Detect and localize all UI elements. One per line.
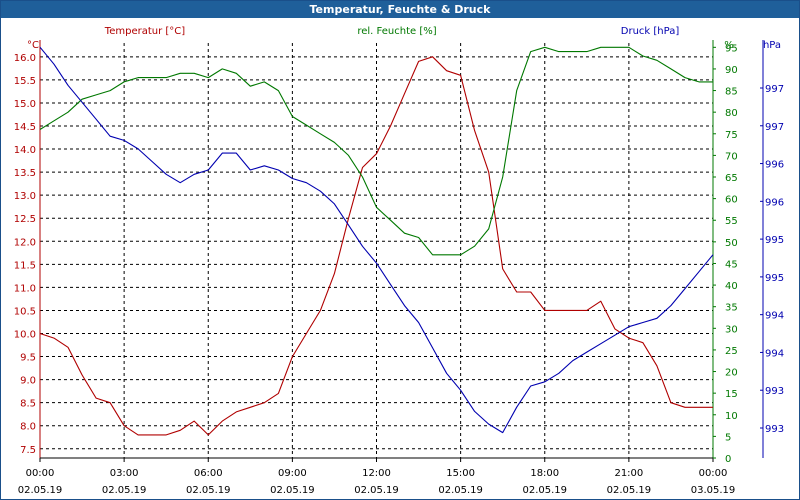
x-tick-time: 15:00 bbox=[446, 468, 475, 479]
pressure-axis-title: Druck [hPa] bbox=[621, 26, 680, 37]
x-tick-time: 03:00 bbox=[110, 468, 139, 479]
pressure-tick-label: 993 bbox=[765, 424, 784, 435]
temperature-tick-label: 12.5 bbox=[14, 214, 36, 225]
pressure-series-line bbox=[39, 46, 714, 434]
x-tick-date: 02.05.19 bbox=[438, 485, 483, 496]
temperature-tick-label: 15.0 bbox=[14, 99, 36, 110]
humidity-tick-label: 40 bbox=[725, 281, 738, 292]
humidity-tick-label: 15 bbox=[725, 389, 738, 400]
x-tick-date: 02.05.19 bbox=[102, 485, 147, 496]
pressure-tick-label: 994 bbox=[765, 348, 784, 359]
humidity-tick-label: 55 bbox=[725, 216, 738, 227]
pressure-unit: hPa bbox=[763, 40, 781, 51]
temperature-tick-label: 11.0 bbox=[14, 283, 36, 294]
pressure-tick-label: 995 bbox=[765, 235, 784, 246]
x-tick-date: 02.05.19 bbox=[354, 485, 399, 496]
temperature-tick-label: 15.5 bbox=[14, 76, 36, 87]
humidity-tick-label: 90 bbox=[725, 65, 738, 76]
pressure-tick-label: 994 bbox=[765, 311, 784, 322]
temperature-tick-label: 10.0 bbox=[14, 330, 36, 341]
pressure-tick-label: 993 bbox=[765, 386, 784, 397]
x-tick-time: 00:00 bbox=[26, 468, 55, 479]
x-tick-date: 02.05.19 bbox=[18, 485, 63, 496]
pressure-tick-label: 997 bbox=[765, 122, 784, 133]
grid-lines bbox=[40, 43, 713, 458]
temperature-tick-label: 16.0 bbox=[14, 53, 36, 64]
humidity-tick-label: 60 bbox=[725, 195, 738, 206]
x-tick-time: 09:00 bbox=[278, 468, 307, 479]
humidity-unit: % bbox=[724, 40, 734, 51]
humidity-tick-label: 25 bbox=[725, 346, 738, 357]
temperature-axis-title: Temperatur [°C] bbox=[104, 26, 185, 37]
pressure-tick-label: 995 bbox=[765, 273, 784, 284]
humidity-tick-label: 70 bbox=[725, 151, 738, 162]
x-tick-time: 18:00 bbox=[530, 468, 559, 479]
x-tick-date: 02.05.19 bbox=[186, 485, 231, 496]
x-tick-date: 02.05.19 bbox=[607, 485, 652, 496]
humidity-tick-label: 85 bbox=[725, 87, 738, 98]
temperature-tick-label: 13.5 bbox=[14, 168, 36, 179]
humidity-tick-label: 75 bbox=[725, 130, 738, 141]
temperature-tick-label: 9.0 bbox=[20, 376, 36, 387]
temperature-tick-label: 8.5 bbox=[20, 399, 36, 410]
x-tick-time: 21:00 bbox=[614, 468, 643, 479]
humidity-axis-title: rel. Feuchte [%] bbox=[357, 26, 436, 37]
x-tick-date: 02.05.19 bbox=[270, 485, 315, 496]
humidity-tick-label: 30 bbox=[725, 324, 738, 335]
humidity-tick-label: 95 bbox=[725, 43, 738, 54]
humidity-tick-label: 50 bbox=[725, 238, 738, 249]
temperature-tick-label: 12.0 bbox=[14, 237, 36, 248]
x-tick-time: 06:00 bbox=[194, 468, 223, 479]
humidity-tick-label: 65 bbox=[725, 173, 738, 184]
chart-title: Temperatur, Feuchte & Druck bbox=[1, 1, 799, 18]
temperature-tick-label: 9.5 bbox=[20, 353, 36, 364]
x-tick-time: 12:00 bbox=[362, 468, 391, 479]
humidity-series-line bbox=[39, 46, 713, 256]
x-tick-date: 03.05.19 bbox=[691, 485, 736, 496]
temperature-tick-label: 8.0 bbox=[20, 422, 36, 433]
humidity-tick-label: 45 bbox=[725, 259, 738, 270]
humidity-tick-label: 35 bbox=[725, 303, 738, 314]
temperature-tick-label: 13.0 bbox=[14, 191, 36, 202]
x-tick-time: 00:00 bbox=[699, 468, 728, 479]
tick-labels: 00:00 02.05.19 03:00 02.05.19 06:00 02.05.19 0… bbox=[14, 43, 784, 496]
temperature-tick-label: 7.5 bbox=[20, 445, 36, 456]
humidity-tick-label: 0 bbox=[725, 454, 731, 465]
x-tick-date: 02.05.19 bbox=[522, 485, 567, 496]
humidity-tick-label: 20 bbox=[725, 368, 738, 379]
pressure-tick-label: 997 bbox=[765, 84, 784, 95]
humidity-tick-label: 80 bbox=[725, 108, 738, 119]
temperature-tick-label: 14.0 bbox=[14, 145, 36, 156]
temperature-tick-label: 14.5 bbox=[14, 122, 36, 133]
pressure-tick-label: 996 bbox=[765, 160, 784, 171]
pressure-tick-label: 996 bbox=[765, 197, 784, 208]
temperature-unit: °C bbox=[27, 40, 39, 51]
temperature-tick-label: 11.5 bbox=[14, 260, 36, 271]
temperature-series-line bbox=[39, 56, 713, 436]
humidity-tick-label: 10 bbox=[725, 411, 738, 422]
series-lines bbox=[39, 46, 714, 436]
temperature-tick-label: 10.5 bbox=[14, 306, 36, 317]
humidity-tick-label: 5 bbox=[725, 432, 731, 443]
axes bbox=[39, 40, 764, 462]
